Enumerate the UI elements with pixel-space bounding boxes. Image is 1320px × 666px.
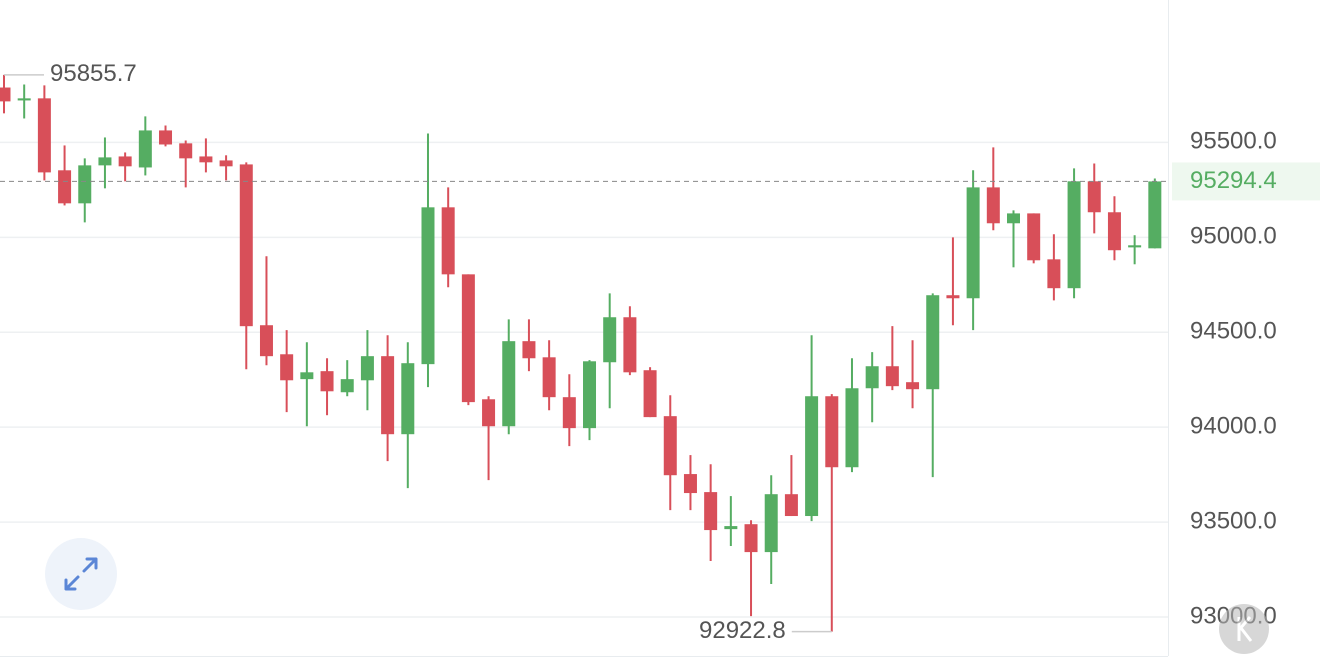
candle-body xyxy=(300,372,314,380)
candle-body xyxy=(37,98,51,173)
candle-body xyxy=(643,370,657,418)
candle-body xyxy=(623,317,637,373)
candle-body xyxy=(845,388,859,468)
y-tick-label: 93500.0 xyxy=(1190,507,1277,534)
candle-body xyxy=(502,341,516,427)
candle-body xyxy=(78,165,92,204)
candle-body xyxy=(906,382,920,390)
candle-body xyxy=(17,98,31,101)
candle-body xyxy=(683,474,697,494)
candle-body xyxy=(1107,212,1121,251)
y-tick-label: 94500.0 xyxy=(1190,318,1277,345)
candle-body xyxy=(1067,181,1081,289)
candle-body xyxy=(784,494,798,517)
expand-icon[interactable] xyxy=(64,557,98,591)
candle-body xyxy=(583,361,597,429)
candle-body xyxy=(1007,213,1020,224)
candle-body xyxy=(118,156,132,167)
candle-body xyxy=(865,366,879,389)
candle-body xyxy=(966,187,980,299)
last-price-label: 95294.4 xyxy=(1190,167,1277,194)
candle-body xyxy=(562,397,576,429)
candle-body xyxy=(744,524,758,553)
candle-body xyxy=(885,366,899,387)
candle-body xyxy=(219,160,233,167)
candle-body xyxy=(986,187,1000,224)
candle-body xyxy=(259,325,273,357)
y-tick-label: 95500.0 xyxy=(1190,128,1277,155)
candle-body xyxy=(320,371,334,392)
candle-body xyxy=(0,87,11,102)
min-annotation: 92922.8 xyxy=(699,617,786,644)
candle-body xyxy=(280,354,294,381)
candle-body xyxy=(421,207,435,365)
expand-button-bg[interactable] xyxy=(45,538,117,610)
candle-body xyxy=(542,357,556,398)
candle-body xyxy=(159,130,173,145)
candle-body xyxy=(461,274,475,403)
candle-body xyxy=(340,379,354,393)
logo-glyph xyxy=(1237,616,1253,642)
candle-body xyxy=(1087,181,1101,213)
candle-body xyxy=(441,207,455,275)
candle-body xyxy=(764,494,778,553)
candle-body xyxy=(704,492,718,531)
candle-body xyxy=(946,295,960,299)
candle-body xyxy=(401,363,415,435)
candle-body xyxy=(724,526,738,530)
candle-body xyxy=(1047,259,1061,289)
watermark-logo xyxy=(1219,604,1269,654)
candle-body xyxy=(482,399,496,427)
candle-body xyxy=(603,317,617,363)
candle-body xyxy=(381,356,395,435)
last-price-label-bg xyxy=(1172,162,1320,201)
candle-body xyxy=(805,396,819,517)
candle-body xyxy=(825,396,839,468)
candle-body xyxy=(1128,245,1142,248)
logo-circle xyxy=(1219,604,1269,654)
candle-body xyxy=(522,341,536,359)
candle-body xyxy=(360,356,374,381)
expand-button[interactable] xyxy=(45,538,117,610)
candle-body xyxy=(1148,181,1162,249)
candle-body xyxy=(179,143,193,159)
candle-body xyxy=(663,416,677,476)
candle-body xyxy=(926,295,940,390)
candle-body xyxy=(138,130,152,168)
candle-body xyxy=(1027,213,1041,261)
candle-body xyxy=(58,170,72,204)
max-annotation: 95855.7 xyxy=(50,60,137,87)
y-tick-label: 94000.0 xyxy=(1190,413,1277,440)
candle-body xyxy=(239,164,253,327)
candle-body xyxy=(199,156,213,163)
candle-body xyxy=(98,157,112,166)
y-tick-label: 95000.0 xyxy=(1190,223,1277,250)
